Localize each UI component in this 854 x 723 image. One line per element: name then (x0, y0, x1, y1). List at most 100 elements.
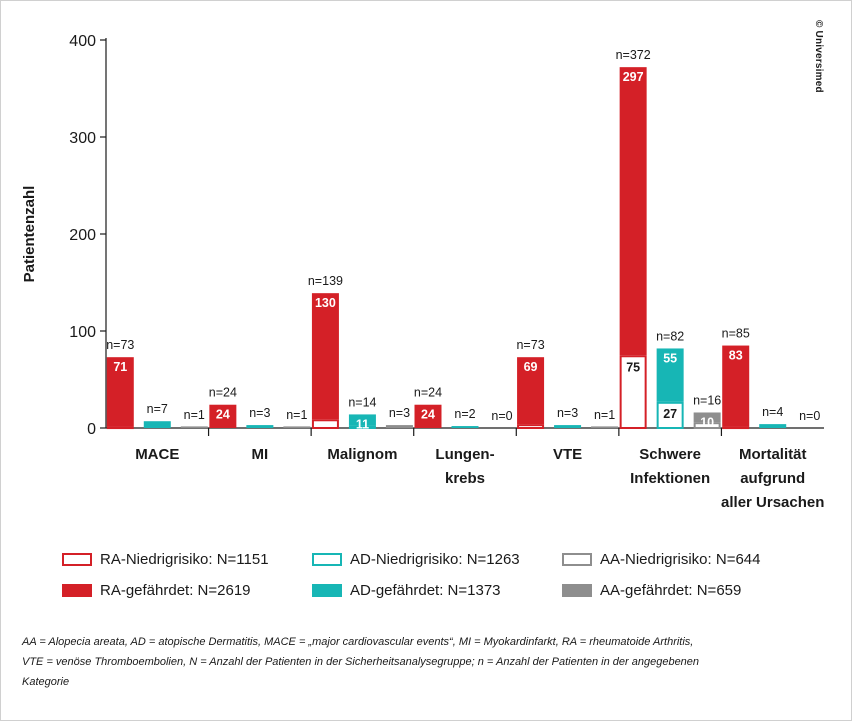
bar-at-risk-value: 297 (623, 70, 644, 84)
bar-at-risk-ad (759, 424, 787, 428)
bar-at-risk-value: 10 (700, 415, 714, 429)
legend-label: AA-Niedrigrisiko: N=644 (600, 550, 761, 568)
y-tick-label: 200 (69, 227, 96, 244)
bar-at-risk-aa (591, 426, 619, 428)
bar-at-risk-ra (311, 293, 339, 420)
legend-swatch (312, 552, 342, 566)
footnote-line-2: VTE = venöse Thromboembolien, N = Anzahl… (22, 656, 700, 668)
bar-total-label: n=4 (762, 405, 783, 419)
bar-total-label: n=73 (516, 338, 544, 352)
x-category-label: Malignom (327, 446, 397, 463)
legend-swatch (62, 552, 92, 566)
bar-total-label: n=3 (557, 406, 578, 420)
bar-total-label: n=7 (147, 402, 168, 416)
bar-low-risk-ra (311, 419, 339, 429)
legend-item: AD-Niedrigrisiko: N=1263 (312, 548, 520, 570)
bar-at-risk-value: 24 (216, 408, 230, 422)
bar-total-label: n=14 (348, 395, 376, 409)
legend-label: AD-gefährdet: N=1373 (350, 581, 501, 599)
bar-total-label: n=139 (308, 274, 343, 288)
bar-at-risk-ra (414, 404, 442, 428)
bar-low-risk-ad (348, 425, 376, 429)
bar-at-risk-value: 71 (113, 360, 127, 374)
bar-total-label: n=82 (656, 329, 684, 343)
x-category-label: Mortalität (739, 446, 807, 463)
bar-total-label: n=24 (209, 386, 237, 400)
bar-at-risk-ad (246, 425, 274, 428)
bar-chart: 0 100 200 300 400 Patientenzahl n=73 71 n=7 n=1 MA… (21, 33, 824, 511)
bar-total-label: n=0 (491, 409, 512, 423)
x-category-label: aller Ursachen (721, 494, 824, 511)
y-tick-label: 0 (87, 421, 96, 438)
legend: RA-Niedrigrisiko: N=1151 AD-Niedrigrisiko… (62, 548, 822, 604)
bar-at-risk-ad (656, 348, 684, 402)
y-tick-label: 300 (69, 130, 96, 147)
bar-total-label: n=85 (722, 327, 750, 341)
bar-low-risk-value: 75 (626, 360, 640, 374)
legend-item: RA-gefährdet: N=2619 (62, 579, 251, 601)
x-category-label: aufgrund (740, 470, 805, 487)
bar-at-risk-aa (385, 425, 413, 428)
bar-low-risk-ad (656, 401, 684, 429)
copyright-notice: © Universimed (813, 20, 824, 93)
x-category-label: VTE (553, 446, 582, 463)
bar-at-risk-ad (554, 425, 582, 428)
legend-item: RA-Niedrigrisiko: N=1151 (62, 548, 269, 570)
bar-at-risk-ra (106, 357, 134, 427)
footnote-line-3: Kategorie (22, 676, 70, 688)
bar-low-risk-ra (517, 424, 545, 429)
bar-at-risk-ra (209, 404, 237, 428)
bar-at-risk-value: 69 (524, 360, 538, 374)
bar-total-label: n=0 (799, 409, 820, 423)
bar-at-risk-ad (348, 414, 376, 426)
bar-at-risk-value: 130 (315, 296, 336, 310)
bar-at-risk-aa (693, 412, 721, 423)
x-category-label: MI (252, 446, 269, 463)
bar-total-label: n=3 (249, 406, 270, 420)
y-tick-label: 100 (69, 324, 96, 341)
bar-low-risk-aa (693, 422, 721, 429)
bar-total-label: n=24 (414, 386, 442, 400)
bar-total-label: n=2 (454, 407, 475, 421)
legend-label: AD-Niedrigrisiko: N=1263 (350, 550, 520, 568)
bar-at-risk-aa (283, 426, 311, 428)
bar-total-label: n=16 (693, 393, 721, 407)
legend-item: AA-gefährdet: N=659 (562, 579, 741, 601)
bar-low-risk-ra (106, 426, 134, 430)
bar-total-label: n=1 (184, 408, 205, 422)
legend-swatch (562, 552, 592, 566)
x-category-label: MACE (135, 446, 179, 463)
bar-at-risk-value: 83 (729, 349, 743, 363)
legend-item: AA-Niedrigrisiko: N=644 (562, 548, 760, 570)
bar-at-risk-ra (517, 357, 545, 425)
bar-total-label: n=1 (286, 408, 307, 422)
x-category-label: Schwere (639, 446, 701, 463)
legend-label: RA-gefährdet: N=2619 (100, 581, 251, 599)
bar-at-risk-aa (180, 426, 208, 428)
bar-at-risk-value: 11 (356, 417, 369, 431)
bar-at-risk-ad (143, 421, 171, 428)
y-axis-title: Patientenzahl (21, 186, 38, 283)
x-category-label: Infektionen (630, 470, 710, 487)
x-category-label: krebs (445, 470, 485, 487)
bar-total-label: n=73 (106, 338, 134, 352)
bar-low-risk-ra (619, 355, 647, 429)
bar-at-risk-value: 24 (421, 408, 435, 422)
bar-total-label: n=3 (389, 406, 410, 420)
x-category-label: Lungen- (435, 446, 494, 463)
legend-item: AD-gefährdet: N=1373 (312, 579, 501, 601)
bar-low-risk-value: 27 (663, 407, 677, 421)
legend-swatch (562, 583, 592, 597)
legend-label: AA-gefährdet: N=659 (600, 581, 742, 599)
bar-total-label: n=372 (616, 48, 651, 62)
legend-swatch (62, 583, 92, 597)
bar-low-risk-ra (722, 426, 750, 430)
footnote-line-1: AA = Alopecia areata, AD = atopische Der… (22, 636, 694, 648)
bar-at-risk-value: 55 (663, 351, 677, 365)
bar-at-risk-ra (722, 345, 750, 427)
legend-swatch (312, 583, 342, 597)
footnote: AA = Alopecia areata, AD = atopische Der… (22, 632, 832, 692)
bar-at-risk-ad (451, 426, 479, 428)
bar-total-label: n=1 (594, 408, 615, 422)
